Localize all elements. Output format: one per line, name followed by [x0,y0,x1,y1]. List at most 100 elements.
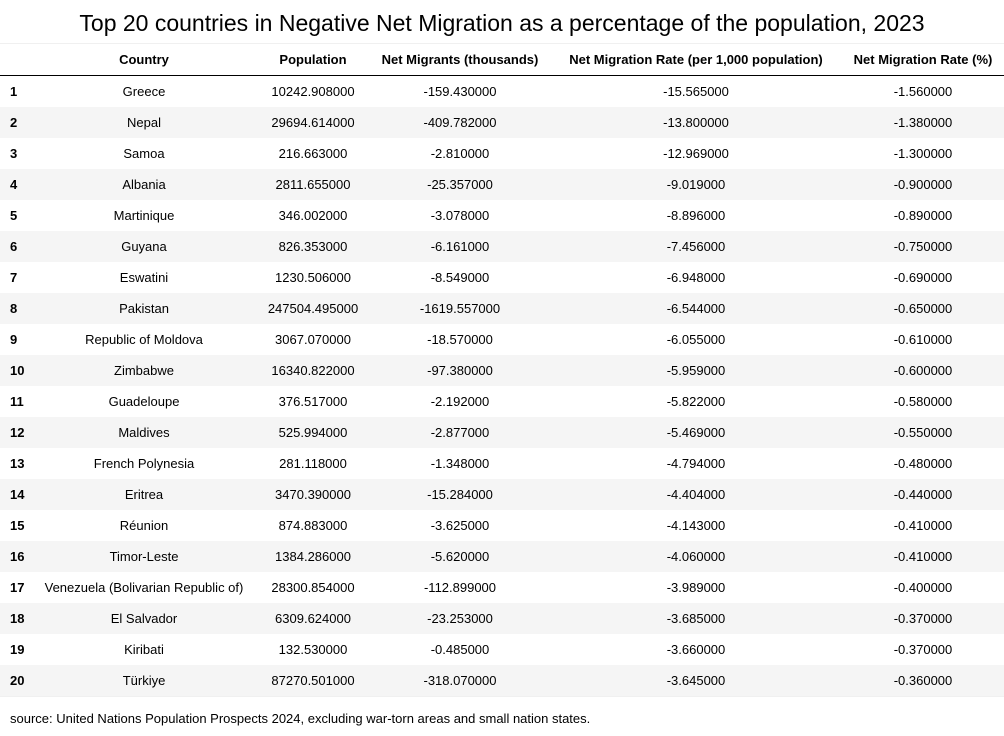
table-row: 19 Kiribati 132.530000 -0.485000 -3.660000 -0… [0,634,1004,665]
rate-per-1000-cell: -3.989000 [666,580,726,595]
net-migrants-cell: -3.078000 [430,208,490,223]
country-cell: Timor-Leste [109,549,179,564]
population-cell: 28300.854000 [271,580,355,595]
net-migrants-cell: -159.430000 [423,84,497,99]
rank-cell: 9 [10,332,18,347]
country-cell: Nepal [127,115,161,130]
country-cell: French Polynesia [93,456,195,471]
rate-percent-cell: -0.550000 [893,425,953,440]
rate-percent-cell: -0.610000 [893,332,953,347]
table-row: 5 Martinique 346.002000 -3.078000 -8.896000 -… [0,200,1004,231]
source-note: source: United Nations Population Prospe… [10,711,591,726]
rank-cell: 8 [10,301,18,316]
rate-percent-cell: -0.890000 [893,208,953,223]
rate-percent-cell: -0.410000 [893,549,953,564]
population-cell: 3470.390000 [275,487,351,502]
table-body: 1 Greece 10242.908000 -159.430000 -15.565000… [0,76,1004,697]
rate-per-1000-cell: -4.143000 [666,518,726,533]
table-row: 17 Venezuela (Bolivarian Republic of) 2830… [0,572,1004,603]
rank-cell: 6 [10,239,18,254]
country-cell: Republic of Moldova [85,332,203,347]
rank-cell: 17 [10,580,25,595]
net-migrants-cell: -8.549000 [430,270,490,285]
rate-percent-cell: -0.600000 [893,363,953,378]
rate-percent-cell: -0.400000 [893,580,953,595]
table-row: 12 Maldives 525.994000 -2.877000 -5.469000 -0… [0,417,1004,448]
table-row: 2 Nepal 29694.614000 -409.782000 -13.800000 -… [0,107,1004,138]
rate-percent-cell: -0.360000 [842,665,1004,697]
net-migrants-cell: -2.810000 [430,146,490,161]
population-cell: 29694.614000 [271,115,355,130]
country-cell: Pakistan [119,301,169,316]
country-cell: Greece [122,84,166,99]
population-cell: 132.530000 [278,642,348,657]
table-row: 9 Republic of Moldova 3067.070000 -18.57000… [0,324,1004,355]
country-cell: Martinique [113,208,175,223]
population-cell: 3067.070000 [275,332,351,347]
rate-per-1000-cell: -4.404000 [666,487,726,502]
rate-percent-cell: -0.410000 [893,518,953,533]
net-migrants-cell: -97.380000 [427,363,493,378]
net-migrants-cell: -2.192000 [430,394,490,409]
rate-percent-cell: -1.560000 [893,84,953,99]
country-cell: Samoa [123,146,165,161]
header-row: Country Population Net Migrants (thousan… [0,43,1004,76]
country-cell: Zimbabwe [114,363,174,378]
rate-per-1000-cell: -3.685000 [666,611,726,626]
table-row: 8 Pakistan 247504.495000 -1619.557000 -6.544… [0,293,1004,324]
rate-per-1000-cell: -5.469000 [666,425,726,440]
rank-cell: 16 [10,549,25,564]
rate-percent-cell: -0.440000 [893,487,953,502]
rate-per-1000-cell: -9.019000 [666,177,726,192]
population-cell: 525.994000 [278,425,348,440]
rate-percent-cell: -0.690000 [893,270,953,285]
net-migrants-cell: -1619.557000 [419,301,501,316]
rate-per-1000-cell: -3.660000 [666,642,726,657]
column-header-rate-percent: Net Migration Rate (%) [842,43,1004,76]
population-cell: 376.517000 [278,394,348,409]
population-cell: 1230.506000 [275,270,351,285]
rank-cell: 18 [10,611,25,626]
rate-per-1000-cell: -8.896000 [666,208,726,223]
country-cell: El Salvador [110,611,178,626]
rate-per-1000-cell: -3.645000 [550,665,842,697]
net-migrants-cell: -409.782000 [423,115,497,130]
population-cell: 16340.822000 [271,363,355,378]
column-header-country: Country [32,43,256,76]
rank-cell: 2 [10,115,18,130]
rate-per-1000-cell: -7.456000 [666,239,726,254]
rank-cell: 15 [10,518,25,533]
rate-per-1000-cell: -6.544000 [666,301,726,316]
country-cell: Venezuela (Bolivarian Republic of) [44,580,244,595]
rate-per-1000-cell: -4.794000 [666,456,726,471]
table-row: 14 Eritrea 3470.390000 -15.284000 -4.404000 -… [0,479,1004,510]
rate-per-1000-cell: -5.959000 [666,363,726,378]
page-title: Top 20 countries in Negative Net Migrati… [79,10,925,36]
column-header-rank [0,43,32,76]
rank-cell: 3 [10,146,18,161]
rank-cell: 14 [10,487,25,502]
rank-cell: 19 [10,642,25,657]
population-cell: 346.002000 [278,208,348,223]
country-cell: Albania [122,177,166,192]
rate-per-1000-cell: -15.565000 [663,84,729,99]
column-header-rate-per-1000: Net Migration Rate (per 1,000 population… [550,43,842,76]
table-row: 15 Réunion 874.883000 -3.625000 -4.143000 -0.… [0,510,1004,541]
table-row: 18 El Salvador 6309.624000 -23.253000 -3.685… [0,603,1004,634]
country-cell: Eritrea [124,487,164,502]
net-migrants-cell: -0.485000 [430,642,490,657]
rate-percent-cell: -1.380000 [893,115,953,130]
net-migrants-cell: -1.348000 [430,456,490,471]
rank-cell: 5 [10,208,18,223]
rank-cell: 11 [10,394,24,409]
table-row: 13 French Polynesia 281.118000 -1.348000 -4.… [0,448,1004,479]
net-migrants-cell: -112.899000 [423,580,497,595]
rank-cell: 12 [10,425,25,440]
rank-cell: 1 [10,84,18,99]
net-migrants-cell: -3.625000 [430,518,490,533]
rate-percent-cell: -0.370000 [893,642,953,657]
table-row: 10 Zimbabwe 16340.822000 -97.380000 -5.95900… [0,355,1004,386]
country-cell: Türkiye [32,665,256,697]
country-cell: Maldives [118,425,170,440]
rate-percent-cell: -0.650000 [893,301,953,316]
